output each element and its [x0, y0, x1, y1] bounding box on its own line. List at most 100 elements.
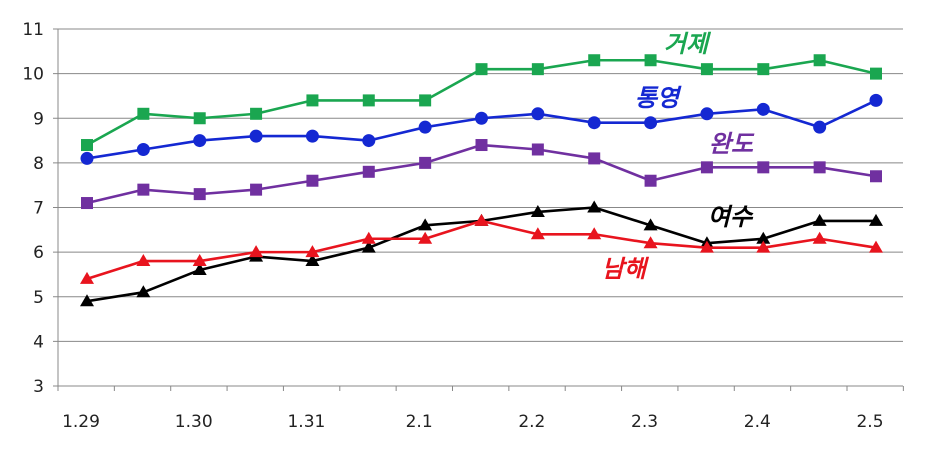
- data-point-triangle: [587, 200, 602, 213]
- data-point-square: [870, 170, 882, 183]
- data-point-square: [644, 174, 657, 187]
- data-point-square: [362, 94, 375, 107]
- data-point-square: [81, 197, 93, 210]
- data-point-square: [475, 139, 488, 152]
- series-label: 통영: [635, 84, 682, 112]
- data-point-triangle: [869, 240, 883, 253]
- series-line: [86, 219, 877, 281]
- gridlines: [58, 28, 903, 342]
- axes: [53, 28, 904, 391]
- x-tick-label: 1.30: [175, 412, 213, 432]
- data-point-square: [644, 54, 657, 67]
- data-point-square: [531, 143, 544, 156]
- data-point-triangle: [80, 271, 94, 284]
- data-point-circle: [418, 120, 432, 134]
- x-tick-label: 1.31: [287, 412, 325, 432]
- series-label: 거제: [664, 30, 712, 58]
- data-point-triangle: [192, 254, 207, 267]
- data-point-circle: [587, 116, 601, 130]
- y-tick-label: 8: [33, 154, 44, 174]
- series-1: [80, 93, 883, 165]
- data-point-square: [757, 63, 770, 76]
- x-tick-label: 2.2: [518, 412, 545, 432]
- data-point-triangle: [418, 218, 433, 231]
- y-tick-label: 11: [22, 20, 44, 40]
- series-label: 남해: [602, 255, 650, 283]
- x-tick-label: 2.4: [744, 412, 771, 432]
- data-point-circle: [136, 142, 150, 156]
- data-point-triangle: [812, 231, 827, 244]
- x-tick-label: 2.3: [631, 412, 658, 432]
- data-point-square: [531, 63, 544, 76]
- data-point-circle: [644, 116, 658, 130]
- y-tick-label: 10: [22, 65, 44, 85]
- data-point-triangle: [643, 236, 658, 249]
- data-point-triangle: [305, 245, 320, 258]
- series-0: [81, 54, 882, 152]
- data-point-square: [588, 152, 601, 165]
- data-point-circle: [193, 134, 207, 148]
- x-axis-tick-labels: 1.29 1.30 1.31 2.1 2.2 2.3 2.4 2.5: [62, 412, 883, 432]
- data-point-triangle: [756, 240, 771, 253]
- data-point-circle: [475, 111, 488, 125]
- data-point-square: [813, 161, 826, 174]
- data-point-triangle: [305, 254, 320, 267]
- y-tick-label: 6: [33, 243, 44, 263]
- data-point-square: [757, 161, 770, 174]
- data-point-circle: [80, 151, 94, 165]
- data-point-triangle: [530, 227, 545, 240]
- data-point-square: [700, 63, 713, 76]
- data-point-square: [193, 188, 206, 201]
- data-point-square: [362, 165, 375, 178]
- series-2: [81, 139, 882, 210]
- data-point-circle: [531, 107, 545, 121]
- data-point-triangle: [699, 240, 714, 253]
- data-point-square: [137, 183, 150, 196]
- data-point-triangle: [869, 213, 883, 226]
- data-point-triangle: [643, 218, 658, 231]
- data-point-triangle: [474, 213, 489, 226]
- data-point-circle: [249, 129, 263, 143]
- data-point-triangle: [756, 231, 771, 244]
- data-point-circle: [813, 120, 827, 134]
- data-point-square: [306, 94, 319, 107]
- y-tick-label: 3: [33, 377, 44, 397]
- data-point-circle: [362, 134, 376, 148]
- data-point-square: [475, 63, 488, 76]
- x-tick-label: 2.1: [406, 412, 433, 432]
- data-point-triangle: [418, 231, 433, 244]
- data-point-square: [870, 67, 882, 80]
- y-axis-tick-labels: 3 4 5 6 7 8 9 10 11: [22, 20, 44, 397]
- data-point-triangle: [249, 245, 264, 258]
- data-point-square: [306, 174, 319, 187]
- data-point-square: [193, 112, 206, 125]
- data-point-triangle: [530, 204, 545, 217]
- series-4: [80, 213, 883, 284]
- x-tick-label: 2.5: [856, 412, 883, 432]
- y-tick-label: 4: [33, 332, 44, 352]
- data-point-circle: [869, 93, 883, 107]
- data-point-square: [419, 156, 432, 169]
- data-point-square: [250, 107, 263, 120]
- y-tick-label: 9: [33, 109, 44, 129]
- y-tick-label: 5: [33, 288, 44, 308]
- data-point-circle: [700, 107, 714, 121]
- data-point-square: [588, 54, 601, 67]
- data-point-square: [419, 94, 432, 107]
- series-lines: [80, 54, 883, 307]
- data-point-triangle: [80, 294, 94, 307]
- data-point-triangle: [192, 262, 207, 275]
- data-point-square: [250, 183, 263, 196]
- data-point-triangle: [361, 231, 376, 244]
- data-point-circle: [756, 102, 770, 116]
- data-point-square: [81, 139, 93, 152]
- data-point-triangle: [812, 213, 827, 226]
- data-point-square: [137, 107, 150, 120]
- data-point-circle: [305, 129, 319, 143]
- series-label: 여수: [708, 203, 754, 231]
- data-point-triangle: [136, 285, 151, 298]
- data-point-triangle: [361, 240, 376, 253]
